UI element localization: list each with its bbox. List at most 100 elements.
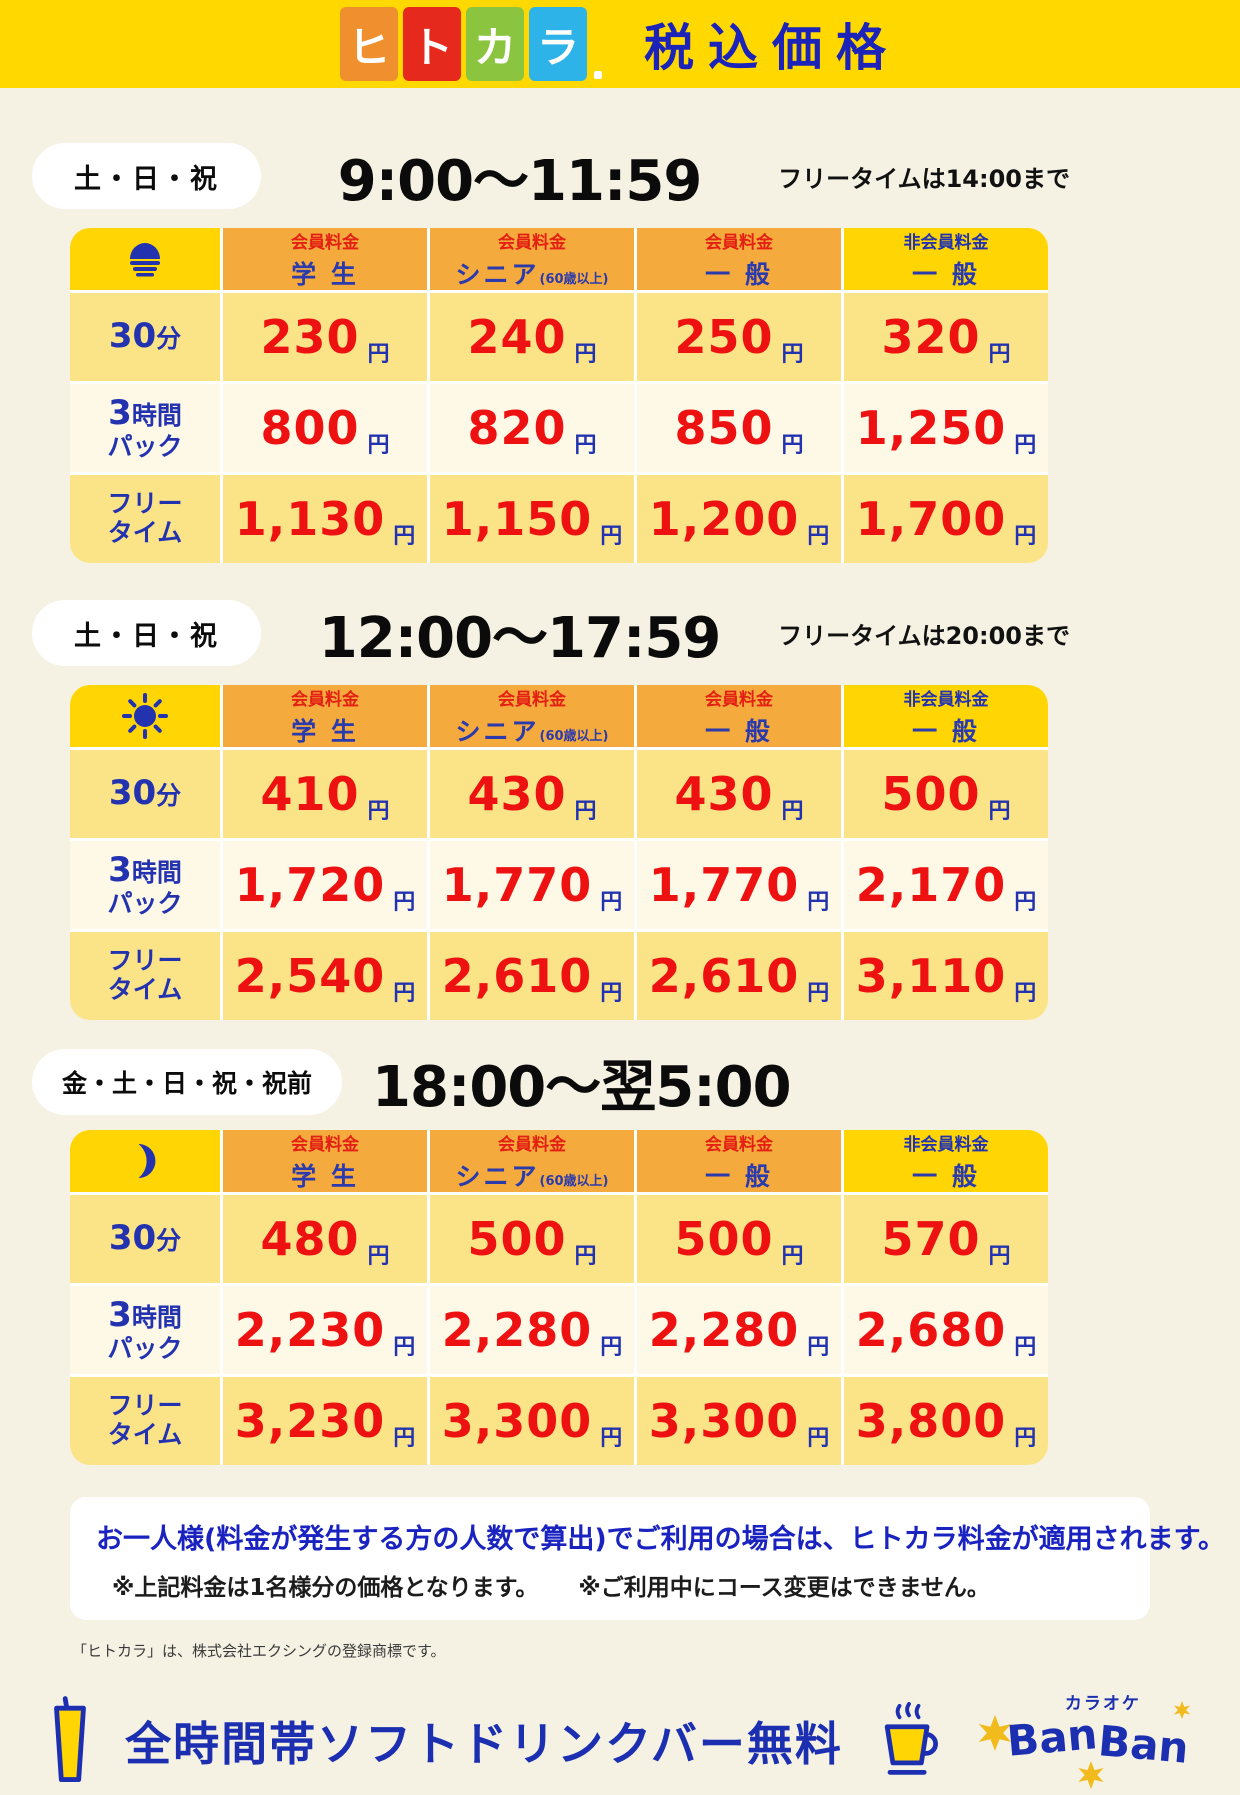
- row-label-freetime: フリー タイム: [70, 932, 220, 1020]
- price-cell: 3,800 円: [844, 1377, 1048, 1465]
- sunrise-icon: [130, 243, 160, 277]
- yen-suffix: 円: [807, 524, 830, 549]
- yen-suffix: 円: [988, 342, 1011, 367]
- price-value: 2,280: [441, 1303, 593, 1357]
- price-cell: 1,770 円: [430, 841, 634, 929]
- member-fee-label: 会員料金: [291, 1134, 359, 1155]
- logo-tile: ト: [403, 7, 461, 81]
- price-value: 430: [674, 767, 774, 821]
- star-icon: [1173, 1701, 1190, 1719]
- column-name: 学 生: [291, 716, 359, 746]
- price-value: 500: [674, 1212, 774, 1266]
- column-name: 一 般: [705, 1161, 773, 1191]
- yen-suffix: 円: [574, 433, 597, 458]
- price-value: 430: [467, 767, 567, 821]
- price-value: 3,110: [855, 949, 1007, 1003]
- price-table-morning: 会員料金 学 生 会員料金 シニア (60歳以上) 会員料金 一 般 非会員料金…: [70, 228, 1048, 563]
- fine-print: ※上記料金は1名様分の価格となります。 ※ご利用中にコース変更はできません。: [96, 1568, 1124, 1602]
- price-cell: 500 円: [430, 1195, 634, 1283]
- price-value: 3,230: [234, 1394, 386, 1448]
- yen-suffix: 円: [781, 342, 804, 367]
- column-header-general: 会員料金 一 般: [637, 685, 841, 747]
- price-cell: 1,130 円: [223, 475, 427, 563]
- yen-suffix: 円: [988, 1244, 1011, 1269]
- note-no-course-change: ※ご利用中にコース変更はできません。: [578, 1575, 990, 1601]
- column-name-wrap: シニア (60歳以上): [456, 1157, 609, 1193]
- yen-suffix: 円: [574, 799, 597, 824]
- price-cell: 500 円: [844, 750, 1048, 838]
- nonmember-fee-label: 非会員料金: [903, 232, 989, 253]
- price-cell: 820 円: [430, 384, 634, 472]
- banban-name-part: Ban: [1096, 1716, 1191, 1773]
- note-per-person: ※上記料金は1名様分の価格となります。: [112, 1575, 539, 1601]
- row-label-text: 時間: [131, 858, 182, 888]
- section-header-daytime: 土・日・祝 12:00〜17:59 フリータイムは20:00まで: [0, 589, 1240, 677]
- yen-suffix: 円: [1014, 1426, 1037, 1451]
- price-value: 1,720: [234, 858, 386, 912]
- yen-suffix: 円: [393, 1426, 416, 1451]
- row-label-line: 3 時間: [108, 1295, 182, 1336]
- column-name: シニア: [455, 716, 540, 746]
- price-cell: 1,770 円: [637, 841, 841, 929]
- column-header-nonmember: 非会員料金 一 般: [844, 685, 1048, 747]
- yen-suffix: 円: [807, 981, 830, 1006]
- column-name-wrap: シニア (60歳以上): [456, 255, 609, 291]
- price-value: 240: [467, 310, 567, 364]
- column-header-student: 会員料金 学 生: [223, 228, 427, 290]
- row-label-number: 3: [108, 1295, 132, 1336]
- price-value: 2,280: [648, 1303, 800, 1357]
- row-label-line: 30 分: [109, 317, 181, 356]
- row-label-30min: 30 分: [70, 1195, 220, 1283]
- price-cell: 1,250 円: [844, 384, 1048, 472]
- logo-tile: カ: [466, 7, 524, 81]
- logo-char: ヒ: [347, 22, 390, 72]
- column-name: 一 般: [912, 716, 980, 746]
- price-cell: 250 円: [637, 293, 841, 381]
- yen-suffix: 円: [367, 433, 390, 458]
- usage-note-box: お一人様(料金が発生する方の人数で算出)でご利用の場合は、ヒトカラ料金が適用され…: [70, 1497, 1225, 1620]
- column-header-nonmember: 非会員料金 一 般: [844, 228, 1048, 290]
- row-label-number: 3: [108, 850, 132, 891]
- row-label-number: 30: [108, 773, 157, 814]
- price-value: 320: [881, 310, 981, 364]
- time-range: 12:00〜17:59: [318, 605, 722, 671]
- row-label-text: 分: [156, 324, 182, 354]
- yen-suffix: 円: [600, 524, 623, 549]
- time-range: 18:00〜翌5:00: [372, 1054, 792, 1120]
- column-header-general: 会員料金 一 般: [637, 1130, 841, 1192]
- free-drinkbar-text: 全時間帯ソフトドリンクバー無料: [125, 1717, 843, 1771]
- column-header-senior: 会員料金 シニア (60歳以上): [430, 1130, 634, 1192]
- logo-tile: ラ: [529, 7, 587, 81]
- yen-suffix: 円: [1014, 524, 1037, 549]
- price-value: 850: [674, 401, 774, 455]
- price-cell: 3,110 円: [844, 932, 1048, 1020]
- row-label-line: 30 分: [109, 1219, 181, 1258]
- nonmember-fee-label: 非会員料金: [903, 1134, 989, 1155]
- row-label-text: フリー: [107, 946, 183, 976]
- icon-cell: [70, 1130, 220, 1192]
- hitokara-logo: ヒ ト カ ラ: [340, 7, 602, 81]
- days-badge: 土・日・祝: [32, 143, 261, 209]
- row-label-30min: 30 分: [70, 750, 220, 838]
- price-value: 1,250: [855, 401, 1007, 455]
- column-name-suffix: (60歳以上): [539, 1173, 609, 1189]
- days-badge: 金・土・日・祝・祝前: [32, 1049, 343, 1115]
- price-cell: 430 円: [637, 750, 841, 838]
- row-label-number: 30: [108, 1218, 157, 1259]
- logo-char: ト: [410, 22, 453, 72]
- column-name-wrap: シニア (60歳以上): [456, 712, 609, 748]
- member-fee-label: 会員料金: [705, 689, 773, 710]
- yen-suffix: 円: [781, 433, 804, 458]
- icon-cell: [70, 685, 220, 747]
- price-cell: 1,150 円: [430, 475, 634, 563]
- row-label-3hpack: 3 時間 パック: [70, 1286, 220, 1374]
- price-value: 3,300: [441, 1394, 593, 1448]
- section-header-night: 金・土・日・祝・祝前 18:00〜翌5:00: [0, 1042, 1240, 1122]
- price-value: 2,230: [234, 1303, 386, 1357]
- row-label-text: 時間: [131, 1303, 182, 1333]
- logo-char: ラ: [536, 22, 579, 72]
- price-cell: 2,680 円: [844, 1286, 1048, 1374]
- row-label-freetime: フリー タイム: [70, 475, 220, 563]
- price-cell: 320 円: [844, 293, 1048, 381]
- price-value: 3,800: [855, 1394, 1007, 1448]
